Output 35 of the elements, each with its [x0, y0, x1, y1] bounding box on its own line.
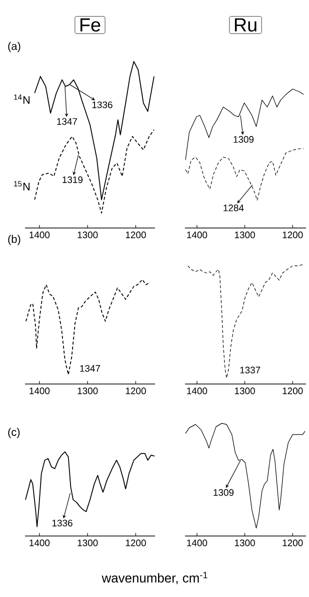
annotation: 1309: [214, 489, 234, 496]
x-tick-label: 1400: [187, 540, 208, 546]
x-tick-label: 1400: [187, 388, 208, 394]
x-tick-label: 1200: [126, 540, 146, 546]
annotation: 1336: [52, 520, 72, 526]
annotation: 1337: [240, 366, 260, 374]
text: (c): [8, 428, 20, 438]
x-tick-label: 1300: [78, 388, 98, 394]
x-tick-label: 1400: [187, 232, 208, 238]
annotation: 1309: [234, 136, 254, 143]
annotation: 1347: [80, 365, 100, 372]
x-tick-label: 1400: [30, 388, 50, 394]
x-tick-label: 1300: [234, 232, 255, 238]
x-tick-label: 1200: [126, 232, 146, 238]
chart-title: Ru: [234, 18, 256, 32]
annotation: 1319: [62, 176, 83, 184]
x-tick-label: 1400: [30, 232, 50, 238]
x-tick-label: 1300: [78, 540, 98, 546]
x-tick-label: 1200: [282, 388, 303, 394]
series-label: $^{14}$N: [14, 94, 30, 104]
series-label: $^{15}$N: [14, 181, 30, 190]
x-tick-label: 1300: [234, 388, 255, 394]
x-axis-title: wavenumber, cm$^{-1}$: [102, 572, 208, 584]
text: (a): [8, 42, 20, 52]
annotation: 1284: [224, 204, 244, 212]
text: (b): [8, 234, 20, 246]
x-tick-label: 1300: [234, 540, 255, 546]
x-tick-label: 1200: [282, 232, 303, 238]
annotation: 1347: [57, 118, 78, 125]
x-tick-label: 1400: [30, 540, 50, 546]
annotation: 1336: [92, 101, 112, 108]
x-tick-label: 1300: [78, 232, 98, 238]
x-tick-label: 1200: [282, 540, 303, 546]
chart-title: Fe: [80, 18, 100, 32]
x-tick-label: 1200: [126, 388, 146, 394]
